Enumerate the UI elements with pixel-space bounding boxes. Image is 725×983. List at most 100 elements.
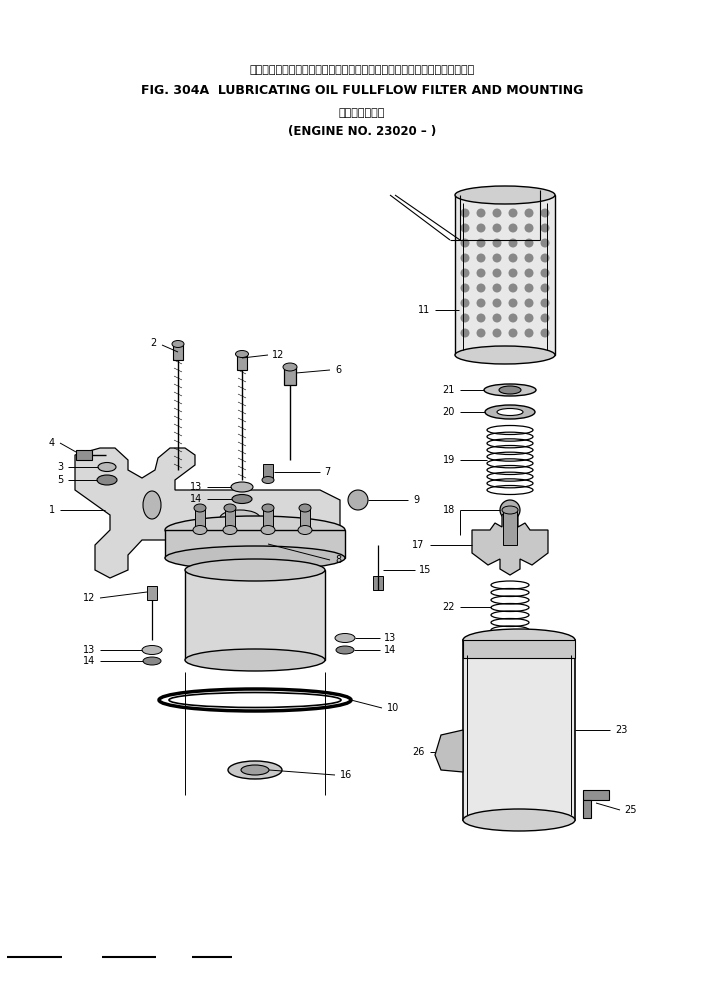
Circle shape xyxy=(541,239,550,248)
Bar xyxy=(463,640,575,658)
Bar xyxy=(284,367,296,385)
Ellipse shape xyxy=(298,526,312,535)
Bar xyxy=(165,530,345,558)
Bar xyxy=(503,510,517,545)
Ellipse shape xyxy=(484,384,536,396)
Circle shape xyxy=(508,299,518,308)
Bar xyxy=(373,576,383,590)
Text: 9: 9 xyxy=(413,495,419,505)
Ellipse shape xyxy=(455,346,555,364)
Circle shape xyxy=(541,254,550,262)
Text: 1: 1 xyxy=(49,505,55,515)
Bar xyxy=(263,464,273,480)
Text: 6: 6 xyxy=(335,365,341,375)
Text: 20: 20 xyxy=(443,407,455,417)
Ellipse shape xyxy=(172,340,184,348)
Text: 13: 13 xyxy=(384,633,397,643)
Ellipse shape xyxy=(231,482,253,492)
Circle shape xyxy=(476,208,486,217)
Ellipse shape xyxy=(497,409,523,416)
Circle shape xyxy=(492,223,502,233)
Bar xyxy=(76,450,92,460)
Bar xyxy=(583,800,591,818)
Circle shape xyxy=(460,223,470,233)
Text: 15: 15 xyxy=(419,565,431,575)
Circle shape xyxy=(492,254,502,262)
Circle shape xyxy=(524,328,534,337)
Ellipse shape xyxy=(224,504,236,512)
Circle shape xyxy=(508,314,518,322)
Bar xyxy=(263,508,273,530)
Ellipse shape xyxy=(502,506,518,514)
Ellipse shape xyxy=(98,462,116,472)
Ellipse shape xyxy=(261,526,275,535)
Ellipse shape xyxy=(143,491,161,519)
Circle shape xyxy=(460,254,470,262)
Circle shape xyxy=(541,299,550,308)
Text: 4: 4 xyxy=(49,438,55,448)
Ellipse shape xyxy=(165,546,345,570)
Ellipse shape xyxy=(463,629,575,651)
Circle shape xyxy=(492,239,502,248)
Circle shape xyxy=(524,239,534,248)
Ellipse shape xyxy=(165,516,345,544)
Text: 12: 12 xyxy=(83,593,95,603)
Polygon shape xyxy=(472,510,548,575)
Circle shape xyxy=(541,223,550,233)
Circle shape xyxy=(476,283,486,293)
Circle shape xyxy=(348,490,368,510)
Circle shape xyxy=(541,208,550,217)
Circle shape xyxy=(476,254,486,262)
Circle shape xyxy=(476,314,486,322)
Circle shape xyxy=(541,328,550,337)
Circle shape xyxy=(460,239,470,248)
Text: 10: 10 xyxy=(387,703,399,713)
Circle shape xyxy=(524,314,534,322)
Ellipse shape xyxy=(335,633,355,643)
Text: 12: 12 xyxy=(272,350,284,360)
Text: 13: 13 xyxy=(83,645,95,655)
Circle shape xyxy=(524,208,534,217)
Text: 7: 7 xyxy=(324,467,331,477)
Ellipse shape xyxy=(241,765,269,775)
Circle shape xyxy=(508,223,518,233)
Circle shape xyxy=(492,314,502,322)
Ellipse shape xyxy=(193,526,207,535)
Circle shape xyxy=(541,314,550,322)
Text: 3: 3 xyxy=(57,462,63,472)
Circle shape xyxy=(492,208,502,217)
Ellipse shape xyxy=(455,186,555,204)
Ellipse shape xyxy=(143,657,161,665)
Circle shape xyxy=(460,268,470,277)
Bar xyxy=(463,640,575,820)
Text: 26: 26 xyxy=(413,747,425,757)
Bar xyxy=(583,790,609,800)
Circle shape xyxy=(524,223,534,233)
Circle shape xyxy=(492,299,502,308)
Circle shape xyxy=(500,500,520,520)
Circle shape xyxy=(492,328,502,337)
Ellipse shape xyxy=(463,809,575,831)
Bar xyxy=(185,570,325,660)
Bar xyxy=(300,508,310,530)
Ellipse shape xyxy=(220,510,260,526)
Text: FIG. 304A  LUBRICATING OIL FULLFLOW FILTER AND MOUNTING: FIG. 304A LUBRICATING OIL FULLFLOW FILTE… xyxy=(141,84,583,96)
Text: ルーブリケーティングオイルフルフロー　フィルタおよび　マウンティング: ルーブリケーティングオイルフルフロー フィルタおよび マウンティング xyxy=(249,65,475,75)
Circle shape xyxy=(524,254,534,262)
Circle shape xyxy=(508,328,518,337)
Ellipse shape xyxy=(194,504,206,512)
Ellipse shape xyxy=(228,761,282,779)
Circle shape xyxy=(524,268,534,277)
Circle shape xyxy=(460,283,470,293)
Text: 16: 16 xyxy=(340,770,352,780)
Bar xyxy=(455,195,555,355)
Text: 25: 25 xyxy=(624,805,637,815)
Circle shape xyxy=(460,328,470,337)
Ellipse shape xyxy=(262,477,274,484)
Text: 19: 19 xyxy=(443,455,455,465)
Circle shape xyxy=(476,268,486,277)
Text: (ENGINE NO. 23020 – ): (ENGINE NO. 23020 – ) xyxy=(288,125,436,138)
Ellipse shape xyxy=(223,526,237,535)
Circle shape xyxy=(460,208,470,217)
Ellipse shape xyxy=(262,504,274,512)
